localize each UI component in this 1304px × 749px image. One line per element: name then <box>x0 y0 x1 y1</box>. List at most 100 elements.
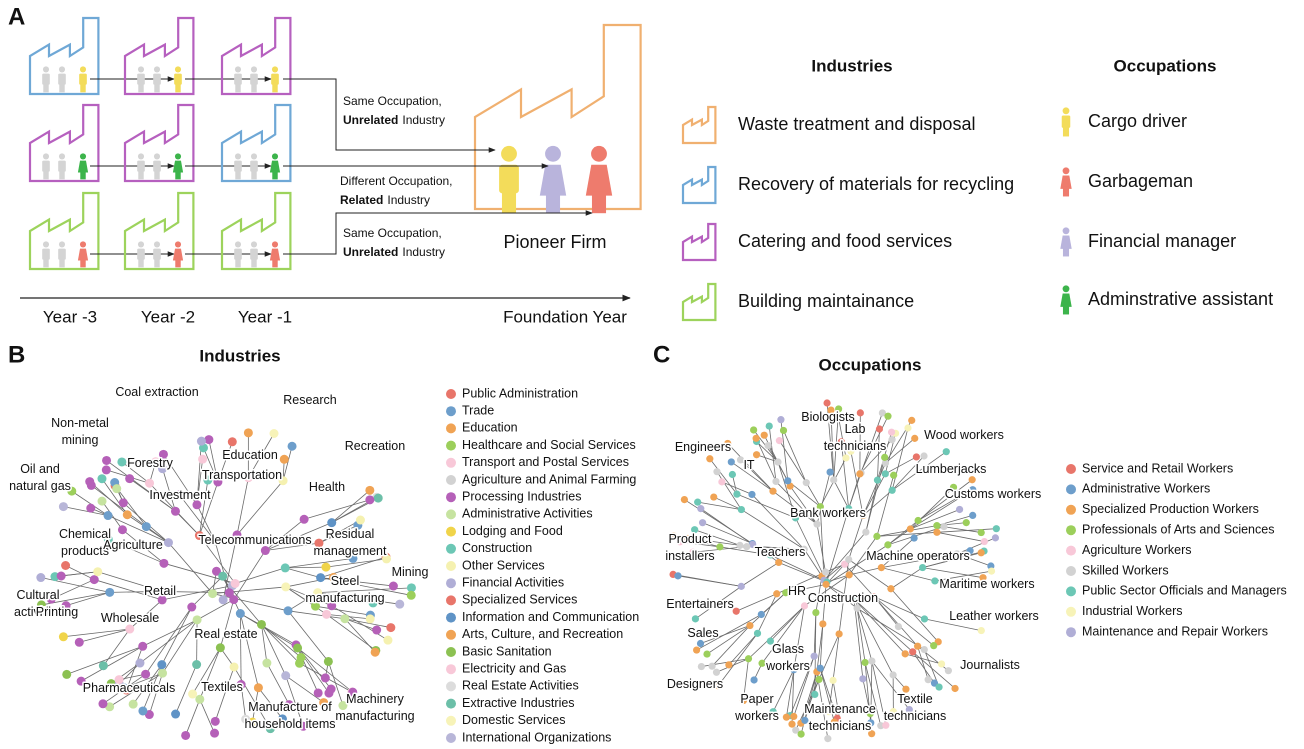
network-node <box>816 664 824 672</box>
network-node <box>980 537 988 546</box>
person-body <box>42 73 50 85</box>
network-edge <box>282 446 293 481</box>
person-body <box>137 248 145 260</box>
network-edge <box>196 599 234 621</box>
network-node <box>859 675 867 683</box>
network-edge <box>106 460 176 512</box>
person-legs <box>59 170 65 180</box>
network-edge <box>819 623 824 669</box>
network-node <box>968 476 976 484</box>
network-node <box>791 514 800 522</box>
network-node <box>262 658 272 668</box>
network-edge <box>162 585 233 601</box>
person-legs <box>138 170 144 180</box>
network-edge <box>233 550 266 600</box>
network-edge <box>786 669 795 718</box>
transition-bold: Unrelated <box>343 113 398 127</box>
legend-label: Skilled Workers <box>1082 563 1169 577</box>
network-label: Wholesale <box>101 611 159 625</box>
network-node <box>157 586 167 596</box>
person <box>234 66 242 93</box>
network-label-line: workers <box>765 659 810 673</box>
person-legs <box>1062 126 1070 137</box>
network-node <box>987 567 996 575</box>
network-edge <box>129 599 163 630</box>
network-node <box>97 474 107 484</box>
network-node <box>141 522 151 532</box>
factory <box>28 103 100 183</box>
network-node <box>718 478 726 486</box>
person <box>42 241 50 268</box>
person <box>137 66 145 93</box>
network-label-line: Biologists <box>801 410 855 424</box>
person-legs <box>80 83 86 93</box>
transition-label: Same Occupation, <box>343 226 442 240</box>
person <box>172 153 184 180</box>
network-edge <box>717 633 758 686</box>
network-edge <box>741 562 779 587</box>
network-node <box>850 595 858 603</box>
network-node <box>281 582 291 592</box>
network-label-line: Oil and <box>20 462 60 476</box>
network-node <box>159 558 169 568</box>
person-body <box>585 164 613 196</box>
person-body <box>234 160 242 172</box>
network-edge <box>108 538 165 564</box>
legend-marker <box>446 681 456 692</box>
network-node <box>918 563 927 572</box>
network-node <box>151 457 161 467</box>
network-edge <box>63 506 109 516</box>
network-label-line: Bank workers <box>790 506 866 520</box>
network-edge <box>805 482 821 507</box>
network-node <box>703 650 711 658</box>
person-head <box>42 241 50 248</box>
network-node <box>211 566 221 576</box>
network-label-line: Cultural <box>16 588 59 602</box>
network-node <box>861 658 869 667</box>
person-body <box>1060 175 1072 189</box>
network-label-line: IT <box>743 458 754 472</box>
network-label: Journalists <box>960 658 1020 672</box>
person-legs <box>235 170 241 180</box>
network-node <box>710 493 718 501</box>
network-node <box>322 609 332 619</box>
network-edge <box>199 479 209 536</box>
network-node <box>314 538 324 548</box>
network-edge <box>63 628 130 638</box>
network-edge <box>956 553 992 567</box>
person-legs <box>175 258 181 268</box>
person-head <box>501 145 517 162</box>
legend-marker <box>1066 606 1076 617</box>
network-edge <box>344 618 391 628</box>
network-node <box>951 684 959 693</box>
network-edge <box>905 653 942 665</box>
network-node <box>192 500 202 510</box>
network-node <box>383 635 393 645</box>
network-node <box>779 426 788 435</box>
network-node <box>782 589 790 597</box>
network-node <box>62 669 72 679</box>
network-edge <box>917 479 973 521</box>
network-edge <box>862 462 886 516</box>
legend-label: Financial Activities <box>462 575 564 589</box>
occupation-network <box>669 399 1000 743</box>
person-body <box>174 73 182 85</box>
network-node <box>815 675 823 683</box>
network-node <box>218 571 228 581</box>
network-edge <box>881 567 935 582</box>
legend-label: Agriculture and Animal Farming <box>462 472 636 486</box>
network-node <box>299 514 309 524</box>
person-legs <box>43 170 49 180</box>
network-edge <box>706 625 751 655</box>
network-node <box>235 609 245 619</box>
network-node <box>940 522 948 531</box>
network-node <box>321 562 331 572</box>
network-node <box>195 694 205 704</box>
person-body <box>172 160 184 173</box>
network-edge <box>196 459 204 505</box>
network-label-line: Maintenance <box>804 702 876 716</box>
person-legs <box>59 83 65 93</box>
network-edge <box>816 524 826 573</box>
network-node <box>812 608 820 617</box>
factory <box>220 191 292 271</box>
